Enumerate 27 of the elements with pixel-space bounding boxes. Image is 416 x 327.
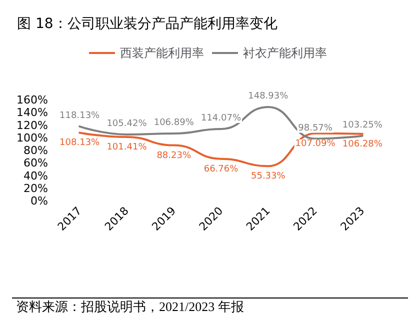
data-label: 114.07% <box>200 113 242 124</box>
legend-label: 西装产能利用率 <box>120 46 204 60</box>
y-tick-label: 100% <box>16 131 48 144</box>
data-label: 105.42% <box>106 118 148 129</box>
data-label: 88.23% <box>156 150 192 161</box>
chart-title: 图 18：公司职业装分产品产能利用率变化 <box>17 16 278 32</box>
data-label: 106.89% <box>154 118 194 128</box>
data-label: 66.76% <box>204 164 239 174</box>
y-tick-label: 140% <box>16 106 48 120</box>
text: 资料来源：招股说明书，2021/2023 年报 <box>16 299 244 314</box>
data-label: 101.41% <box>106 142 148 152</box>
data-label: 118.13% <box>60 110 100 121</box>
y-tick-label: 80% <box>24 144 48 157</box>
data-label: 108.13% <box>60 138 100 148</box>
data-label: 106.28% <box>342 139 383 150</box>
y-tick-label: 160% <box>16 94 48 106</box>
data-label: 103.25% <box>342 120 383 130</box>
y-tick-label: 120% <box>16 118 48 132</box>
data-label: 148.93% <box>248 91 289 102</box>
y-tick-label: 20% <box>24 182 48 195</box>
legend-label: 衬衣产能利用率 <box>243 46 327 60</box>
data-label: 107.09% <box>295 138 336 149</box>
data-label: 55.33% <box>250 172 286 182</box>
y-tick-label: 60% <box>24 156 48 170</box>
y-tick-label: 0% <box>30 194 48 208</box>
y-tick-label: 40% <box>24 169 48 182</box>
data-label: 98.57% <box>298 123 333 134</box>
